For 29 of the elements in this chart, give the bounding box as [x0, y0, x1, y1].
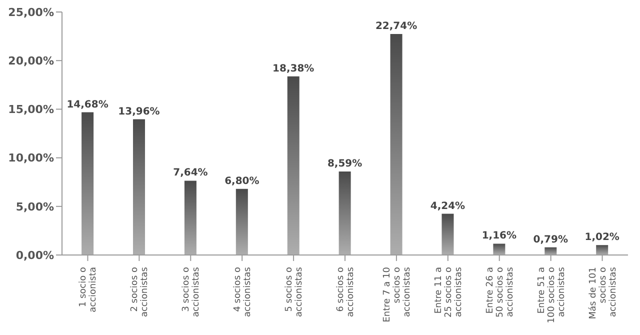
data-label: 14,68%	[66, 99, 108, 110]
bar	[184, 180, 196, 255]
data-label: 0,79%	[533, 234, 568, 246]
y-tick-label: 10,00%	[8, 152, 54, 165]
bar	[596, 245, 608, 255]
bar	[390, 34, 402, 255]
y-tick-label: 20,00%	[8, 54, 54, 68]
data-label: 4,24%	[430, 200, 466, 212]
bar	[82, 112, 94, 255]
y-tick-label: 0,00%	[16, 248, 54, 262]
y-tick-label: 5,00%	[16, 200, 54, 214]
bar	[544, 247, 557, 255]
data-label: 6,80%	[224, 176, 260, 187]
y-tick-label: 25,00%	[8, 6, 54, 19]
y-tick-label: 15,00%	[8, 103, 54, 116]
bar	[442, 214, 454, 255]
data-label: 22,74%	[375, 20, 418, 32]
x-tick-label: 1 socio o accionista	[78, 266, 99, 312]
data-label: 1,16%	[482, 230, 517, 242]
bar	[338, 172, 351, 255]
data-label: 8,59%	[327, 158, 362, 170]
bar	[236, 188, 248, 255]
bar	[133, 119, 146, 255]
bar	[287, 76, 300, 255]
bar	[493, 244, 506, 255]
data-label: 18,38%	[272, 63, 314, 74]
data-label: 7,64%	[173, 168, 208, 179]
data-label: 1,02%	[584, 232, 620, 244]
data-label: 13,96%	[118, 106, 160, 118]
